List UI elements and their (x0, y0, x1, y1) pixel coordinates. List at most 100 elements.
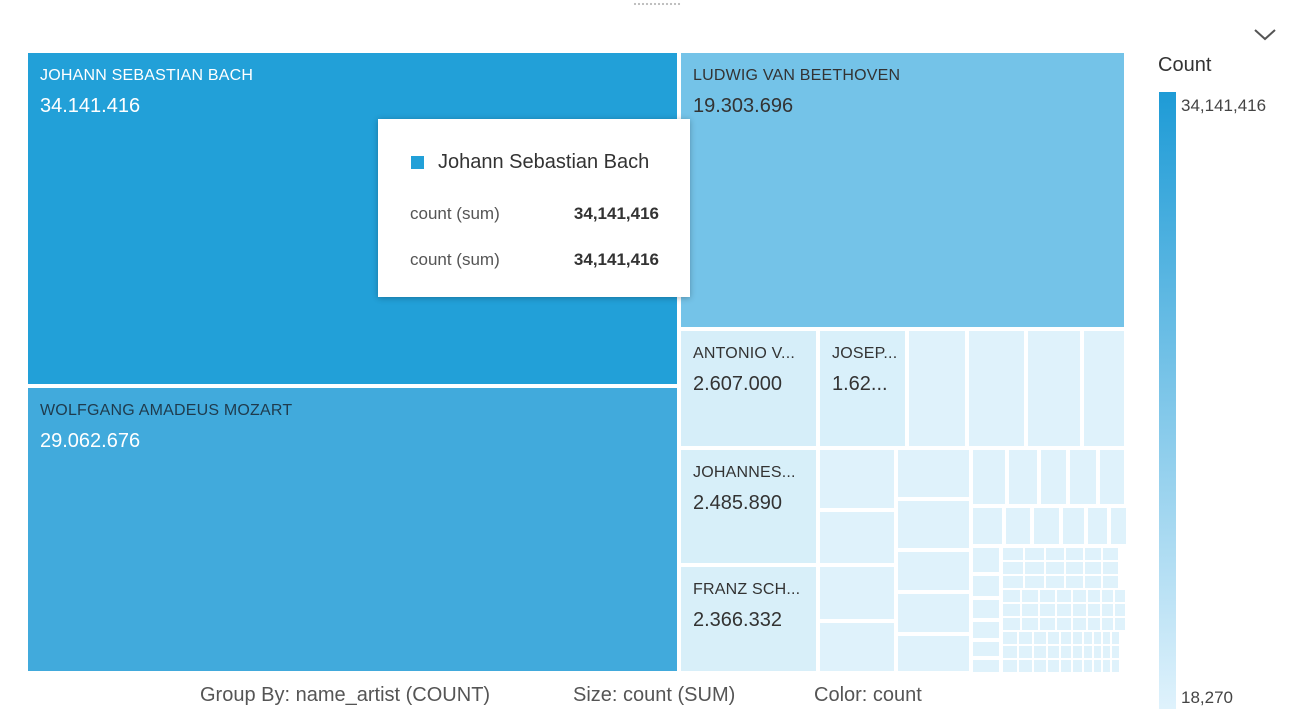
tile-small[interactable] (1061, 632, 1071, 644)
tile-small[interactable] (1061, 660, 1071, 672)
tile-small[interactable] (898, 501, 969, 548)
tile-mozart[interactable]: WOLFGANG AMADEUS MOZART 29.062.676 (28, 388, 677, 671)
tile-small[interactable] (898, 594, 969, 632)
tile-small[interactable] (1084, 646, 1092, 658)
tile-small[interactable] (1088, 508, 1107, 544)
tile-small[interactable] (1022, 604, 1038, 616)
tile-small[interactable] (1003, 632, 1017, 644)
tile-small[interactable] (1046, 548, 1064, 560)
tile-small[interactable] (1019, 632, 1032, 644)
tile-small[interactable] (1057, 590, 1071, 602)
tile-small[interactable] (1103, 660, 1110, 672)
tile-small[interactable] (1034, 632, 1046, 644)
tile-small[interactable] (1003, 646, 1017, 658)
tile-small[interactable] (820, 567, 894, 619)
tile-small[interactable] (1057, 604, 1071, 616)
tile-small[interactable] (1063, 508, 1084, 544)
tile-small[interactable] (909, 331, 965, 446)
tile-small[interactable] (973, 600, 999, 618)
tile-small[interactable] (1094, 632, 1101, 644)
tile-small[interactable] (820, 623, 894, 671)
tile-small[interactable] (1034, 508, 1059, 544)
tile-small[interactable] (1003, 660, 1017, 672)
tile-small[interactable] (1025, 576, 1044, 588)
tile-small[interactable] (1034, 660, 1046, 672)
tile-small[interactable] (1088, 618, 1100, 630)
tile-small[interactable] (1103, 646, 1110, 658)
tile-small[interactable] (1073, 604, 1086, 616)
footer-group-by[interactable]: Group By: name_artist (COUNT) (200, 684, 491, 706)
tile-small[interactable] (973, 642, 999, 656)
tile-small[interactable] (973, 660, 999, 672)
tile-small[interactable] (1103, 548, 1118, 560)
tile-small[interactable] (1048, 646, 1059, 658)
tile-small[interactable] (1040, 604, 1055, 616)
tile-small[interactable] (1025, 548, 1044, 560)
tile-small[interactable] (1003, 604, 1020, 616)
tile-small[interactable] (1009, 450, 1037, 504)
footer-size[interactable]: Size: count (SUM) (573, 684, 736, 706)
tile-small[interactable] (1003, 590, 1020, 602)
tile-small[interactable] (1094, 646, 1101, 658)
tile-small[interactable] (973, 508, 1002, 544)
tile-small[interactable] (1115, 590, 1125, 602)
tile-small[interactable] (1003, 548, 1023, 560)
tile-small[interactable] (1085, 576, 1101, 588)
tile-small[interactable] (1088, 590, 1100, 602)
drag-handle-icon[interactable] (633, 2, 681, 6)
tile-franz[interactable]: FRANZ SCH... 2.366.332 (681, 567, 816, 671)
tile-small[interactable] (898, 636, 969, 671)
tile-small[interactable] (1003, 618, 1020, 630)
tile-small[interactable] (1085, 562, 1101, 574)
tile-small[interactable] (1084, 632, 1092, 644)
tile-small[interactable] (1102, 590, 1113, 602)
tile-small[interactable] (1066, 576, 1083, 588)
tile-small[interactable] (1070, 450, 1096, 504)
tile-small[interactable] (1046, 562, 1064, 574)
tile-small[interactable] (1103, 576, 1118, 588)
tile-small[interactable] (1100, 450, 1124, 504)
tile-small[interactable] (1028, 331, 1080, 446)
tile-small[interactable] (1073, 590, 1086, 602)
footer-color[interactable]: Color: count (814, 684, 922, 706)
tile-small[interactable] (973, 622, 999, 638)
tile-small[interactable] (1066, 562, 1083, 574)
tile-small[interactable] (1085, 548, 1101, 560)
tile-small[interactable] (1094, 660, 1101, 672)
tile-small[interactable] (1022, 590, 1038, 602)
tile-small[interactable] (1073, 632, 1082, 644)
tile-small[interactable] (1103, 562, 1118, 574)
tile-small[interactable] (1048, 632, 1059, 644)
tile-small[interactable] (1040, 618, 1055, 630)
tile-small[interactable] (1048, 660, 1059, 672)
tile-small[interactable] (1115, 604, 1125, 616)
tile-small[interactable] (1088, 604, 1100, 616)
tile-small[interactable] (1003, 562, 1023, 574)
tile-small[interactable] (1112, 646, 1119, 658)
tile-small[interactable] (1102, 618, 1113, 630)
tile-josep[interactable]: JOSEP... 1.62... (820, 331, 905, 446)
tile-small[interactable] (1046, 576, 1064, 588)
tile-small[interactable] (1019, 646, 1032, 658)
tile-small[interactable] (898, 450, 969, 497)
tile-small[interactable] (1006, 508, 1030, 544)
tile-small[interactable] (1057, 618, 1071, 630)
tile-small[interactable] (820, 512, 894, 563)
tile-small[interactable] (1084, 660, 1092, 672)
tile-antonio[interactable]: ANTONIO V... 2.607.000 (681, 331, 816, 446)
tile-johannes[interactable]: JOHANNES... 2.485.890 (681, 450, 816, 563)
tile-small[interactable] (973, 450, 1005, 504)
tile-small[interactable] (1061, 646, 1071, 658)
tile-small[interactable] (1025, 562, 1044, 574)
tile-small[interactable] (1041, 450, 1066, 504)
tile-small[interactable] (1066, 548, 1083, 560)
tile-small[interactable] (973, 548, 999, 572)
tile-small[interactable] (1034, 646, 1046, 658)
tile-small[interactable] (1115, 618, 1125, 630)
tile-small[interactable] (898, 552, 969, 590)
tile-small[interactable] (1022, 618, 1038, 630)
tile-small[interactable] (1112, 660, 1119, 672)
tile-small[interactable] (1073, 646, 1082, 658)
tile-small[interactable] (973, 576, 999, 596)
tile-small[interactable] (1103, 632, 1110, 644)
